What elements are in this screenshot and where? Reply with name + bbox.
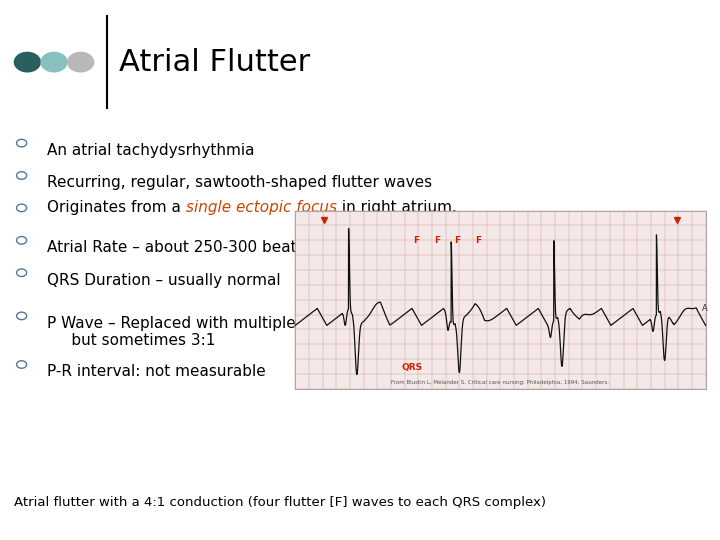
Text: P Wave – Replaced with multiple F (flutter) waves, usually 2:1,
     but sometim: P Wave – Replaced with multiple F (flutt… <box>47 316 524 348</box>
Text: Atrial Rate – about 250-300 beats per minute: Atrial Rate – about 250-300 beats per mi… <box>47 240 394 255</box>
Bar <box>295 211 706 389</box>
Text: P-R interval: not measurable: P-R interval: not measurable <box>47 364 266 380</box>
Text: QRS: QRS <box>402 363 423 372</box>
Text: An atrial tachydysrhythmia: An atrial tachydysrhythmia <box>47 143 254 158</box>
Circle shape <box>41 52 67 72</box>
Circle shape <box>68 52 94 72</box>
Text: From Blustin L, Melander S, Critical care nursing: Philadelphia, 1994, Saunders.: From Blustin L, Melander S, Critical car… <box>392 380 609 385</box>
Text: A: A <box>702 304 708 313</box>
Text: Atrial Flutter: Atrial Flutter <box>119 48 310 77</box>
Text: F: F <box>474 236 481 245</box>
Circle shape <box>14 52 40 72</box>
Text: F: F <box>413 236 419 245</box>
Text: in right atrium.: in right atrium. <box>336 200 456 215</box>
Text: F: F <box>433 236 440 245</box>
Text: QRS Duration – usually normal: QRS Duration – usually normal <box>47 273 280 288</box>
Text: Recurring, regular, sawtooth-shaped flutter waves: Recurring, regular, sawtooth-shaped flut… <box>47 176 432 191</box>
Text: Originates from a: Originates from a <box>47 200 186 215</box>
Text: Atrial flutter with a 4:1 conduction (four flutter [F] waves to each QRS complex: Atrial flutter with a 4:1 conduction (fo… <box>14 496 546 509</box>
Text: F: F <box>454 236 460 245</box>
Text: single ectopic focus: single ectopic focus <box>186 200 336 215</box>
